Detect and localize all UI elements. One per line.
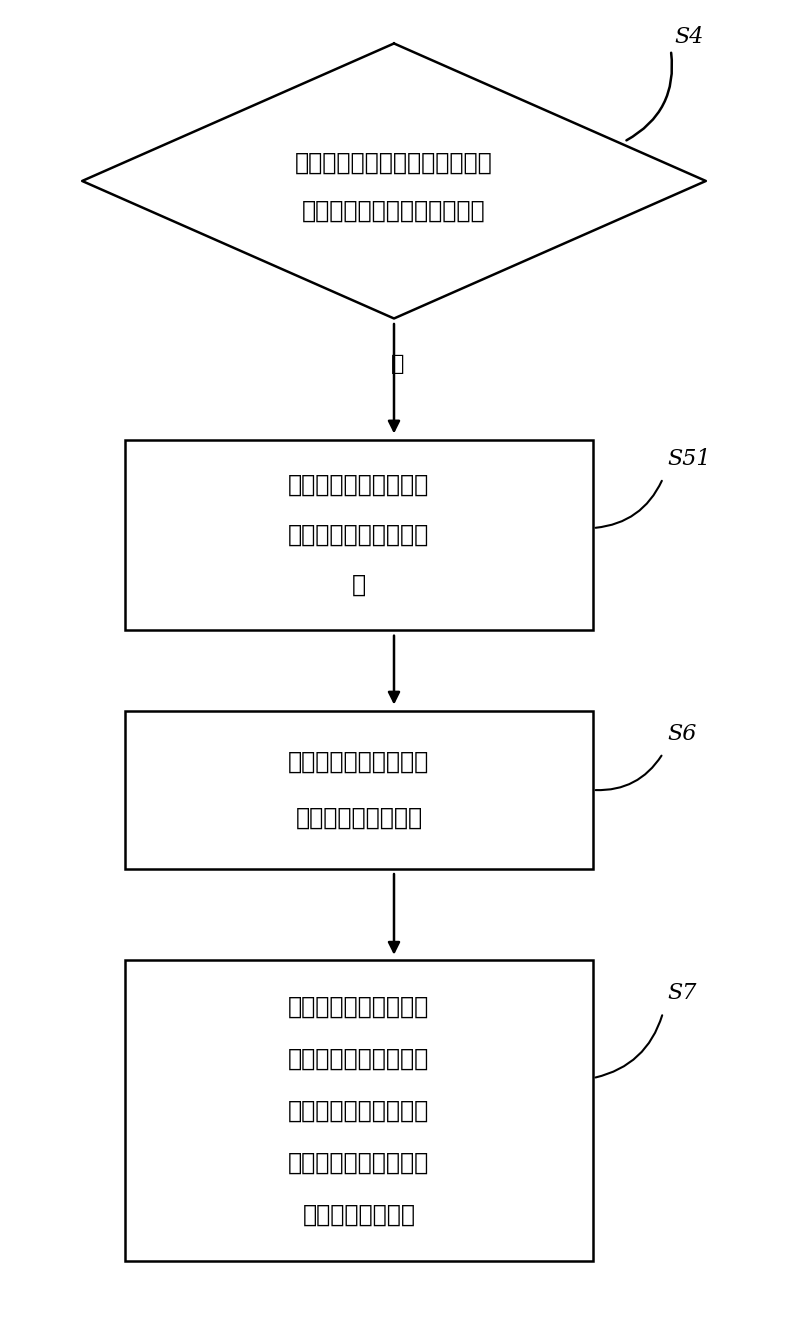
Text: 制执行信息进行比对，: 制执行信息进行比对，: [288, 1099, 429, 1123]
Bar: [125, 440, 593, 630]
Text: 所述感知信息与所述车辆虚拟模: 所述感知信息与所述车辆虚拟模: [296, 150, 492, 175]
Text: 型输出的虚拟感知信息相符？: 型输出的虚拟感知信息相符？: [302, 198, 486, 223]
Bar: [125, 712, 593, 869]
Text: 所述决策信息及所述控: 所述决策信息及所述控: [288, 1046, 429, 1072]
Text: S6: S6: [667, 722, 697, 745]
Text: 并输出待测自动驾驶汽: 并输出待测自动驾驶汽: [288, 1151, 429, 1174]
Text: S51: S51: [667, 448, 711, 469]
Text: 令: 令: [352, 572, 366, 597]
Text: 接收所述硬件仿真台架: 接收所述硬件仿真台架: [288, 750, 429, 774]
Text: 反馈的仿真执行结果: 反馈的仿真执行结果: [296, 807, 422, 830]
Text: 将所述仿真执行结果与: 将所述仿真执行结果与: [288, 995, 429, 1019]
Text: 根据所述感知信息向硬: 根据所述感知信息向硬: [288, 473, 429, 497]
Text: S7: S7: [667, 982, 697, 1004]
Text: 车的测试分析数据: 车的测试分析数据: [303, 1203, 415, 1227]
Bar: [125, 961, 593, 1261]
Text: S4: S4: [675, 26, 704, 47]
Text: 否: 否: [391, 355, 404, 374]
Text: 件仿真台架输出控制指: 件仿真台架输出控制指: [288, 522, 429, 547]
